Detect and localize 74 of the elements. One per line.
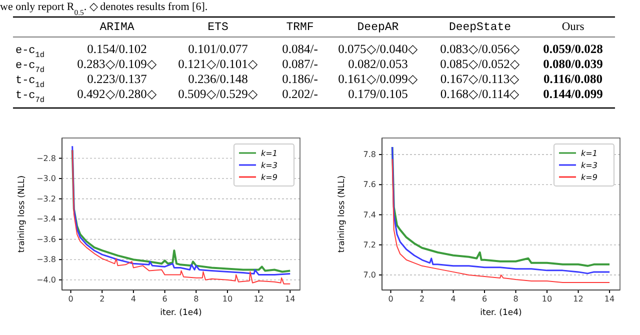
text: 0.236/0.148: [188, 72, 248, 86]
y-tick-label: −3.6: [36, 234, 56, 244]
legend-label: k=9: [581, 173, 598, 182]
text: 0.085◇/0.052◇: [440, 57, 520, 71]
text: 0.059/0.028: [543, 42, 603, 56]
y-axis-title: training loss (NLL): [337, 175, 347, 253]
text: 0.186/-: [282, 72, 318, 86]
legend-label: k=3: [581, 161, 598, 170]
text: 0.116/0.080: [543, 72, 603, 86]
text: 0.168◇/0.114◇: [440, 87, 520, 101]
category-label: e-c$_{7d}$: [15, 60, 45, 75]
category-label: t-c$_{1d}$: [15, 75, 45, 90]
x-tick-label: 6: [162, 294, 168, 304]
category-label: e-c$_{1d}$: [15, 45, 45, 60]
category-label: ETS: [208, 21, 228, 34]
x-axis-title: iter. (1e4): [480, 308, 522, 318]
y-tick-label: −3.8: [36, 255, 56, 264]
legend-label: k=3: [261, 161, 278, 170]
y-tick-label: −3.0: [36, 174, 56, 184]
legend-label: k=1: [261, 149, 278, 158]
x-tick-label: 10: [542, 294, 552, 304]
category-label: t-c$_{7d}$: [15, 90, 45, 105]
category-label: DeepState: [448, 21, 512, 34]
x-tick-label: 14: [604, 294, 615, 304]
x-tick-label: 4: [450, 294, 456, 304]
text: 0.202/-: [282, 87, 318, 101]
text: 0.509◇/0.529◇: [178, 87, 258, 101]
y-tick-label: −4.0: [36, 275, 56, 284]
y-tick-label: −3.4: [36, 214, 56, 224]
text: 0.283◇/0.109◇: [77, 57, 157, 71]
category-label: ARIMA: [100, 21, 134, 34]
x-tick-label: 4: [130, 294, 136, 304]
x-tick-label: 6: [482, 294, 488, 304]
x-tick-label: 2: [100, 294, 105, 304]
y-tick-label: 7.0: [363, 270, 376, 280]
text: 0.101/0.077: [188, 42, 248, 56]
x-tick-label: 0: [68, 294, 74, 304]
text: we only report R$_{0.5}$. ◇ denotes results from [6].: [0, 1, 208, 16]
y-tick-label: −2.8: [36, 154, 56, 163]
text: 0.492◇/0.280◇: [77, 87, 157, 101]
y-tick-label: 7.2: [363, 240, 376, 250]
x-tick-label: 14: [285, 294, 296, 304]
y-tick-label: 7.8: [363, 150, 376, 160]
text: 0.080/0.039: [543, 57, 603, 71]
text: 0.087/-: [282, 57, 318, 71]
x-tick-label: 12: [573, 294, 584, 304]
text: 0.082/0.053: [348, 57, 408, 71]
category-label: DeepAR: [357, 21, 399, 34]
y-tick-label: 7.6: [363, 180, 376, 190]
x-axis-title: iter. (1e4): [160, 308, 202, 318]
text: 0.179/0.105: [348, 87, 408, 101]
line-series: [392, 158, 610, 283]
text: 0.154/0.102: [87, 42, 147, 56]
category-label: Ours: [562, 21, 585, 33]
text: 0.223/0.137: [87, 72, 147, 86]
text: 0.144/0.099: [543, 87, 603, 101]
x-tick-label: 2: [419, 294, 425, 304]
text: 0.121◇/0.101◇: [178, 57, 258, 71]
text: 0.084/-: [282, 42, 318, 56]
legend-label: k=9: [261, 173, 278, 182]
x-tick-label: 8: [194, 294, 199, 304]
y-axis-title: training loss (NLL): [17, 175, 27, 253]
legend-label: k=1: [581, 149, 598, 158]
x-tick-label: 0: [388, 294, 394, 304]
text: 0.075◇/0.040◇: [338, 42, 418, 56]
category-label: TRMF: [286, 21, 314, 34]
x-tick-label: 10: [222, 294, 233, 304]
y-tick-label: 7.4: [363, 210, 376, 220]
y-tick-label: −3.2: [36, 194, 56, 204]
x-tick-label: 8: [513, 294, 518, 304]
x-tick-label: 12: [254, 294, 264, 304]
text: 0.083◇/0.056◇: [440, 42, 520, 56]
text: 0.167◇/0.113◇: [440, 72, 520, 86]
text: 0.161◇/0.099◇: [338, 72, 418, 86]
